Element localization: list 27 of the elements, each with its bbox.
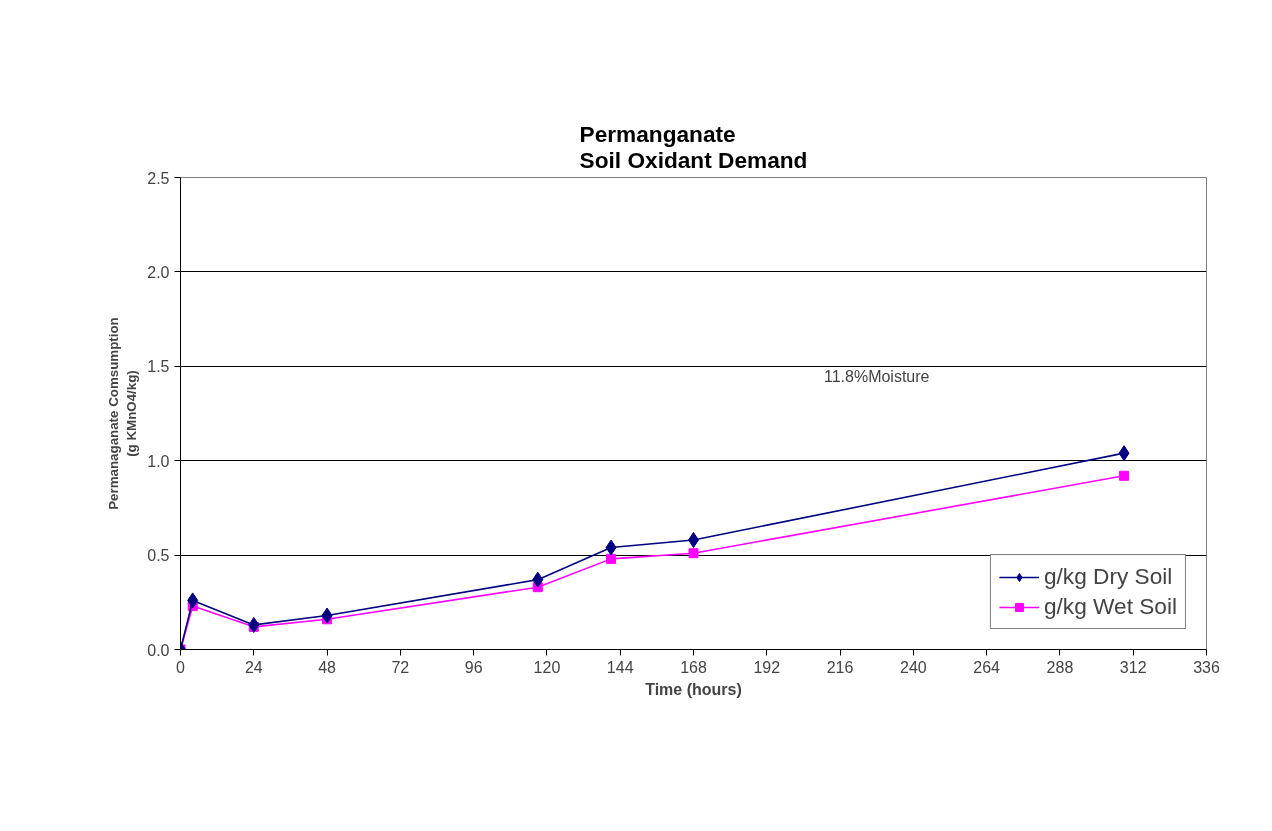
x-tick-label: 216 — [826, 658, 854, 676]
x-tick-label: 288 — [1046, 658, 1074, 676]
y-tick-label: 0.5 — [147, 547, 170, 565]
x-tick-label: 312 — [1119, 658, 1147, 676]
x-tick-label: 144 — [606, 658, 634, 676]
y-tick-label: 1.0 — [147, 452, 170, 470]
y-tick-label: 2.0 — [147, 263, 170, 281]
x-tick-label: 0 — [176, 658, 186, 676]
x-tick-label: 72 — [391, 658, 410, 676]
x-tick-label: 192 — [753, 658, 781, 676]
x-axis-title: Time (hours) — [645, 680, 742, 698]
y-axis-title: Permanaganate Comsumption (g KMnO4/kg) — [106, 317, 140, 510]
x-tick-label: 96 — [464, 658, 483, 676]
legend-label: g/kg Dry Soil — [1043, 563, 1173, 590]
chart-title: Permanganate Soil Oxidant Demand — [579, 120, 808, 173]
x-tick-label: 240 — [900, 658, 927, 676]
x-tick-label: 336 — [1193, 658, 1220, 676]
y-tick-label: 2.5 — [147, 169, 170, 187]
x-tick-label: 48 — [318, 658, 337, 676]
annotation: 11.8%Moisture — [823, 368, 930, 386]
legend-label: g/kg Wet Soil — [1043, 593, 1177, 620]
x-tick-label: 24 — [244, 658, 263, 676]
y-tick-label: 0.0 — [147, 641, 170, 659]
x-tick-label: 120 — [533, 658, 561, 676]
y-tick-label: 1.5 — [147, 358, 170, 376]
x-tick-label: 264 — [973, 658, 1001, 676]
x-tick-label: 168 — [680, 658, 707, 676]
